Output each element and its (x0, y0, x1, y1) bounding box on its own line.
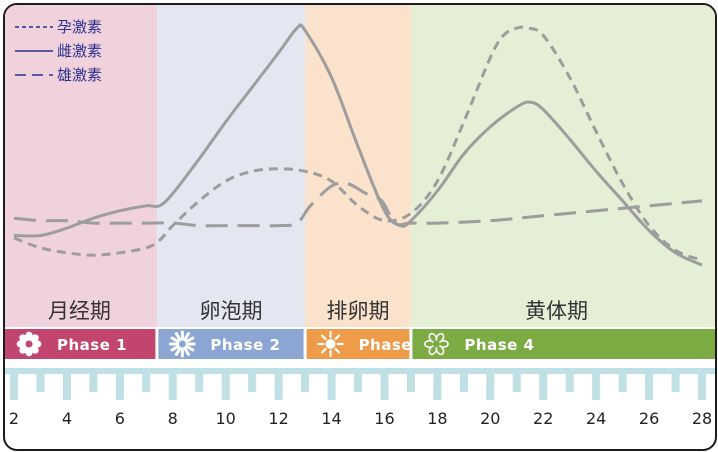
ruler-tick (62, 374, 71, 400)
hormone-curves (13, 23, 703, 267)
x-tick-label: 2 (9, 409, 19, 428)
ruler-tick (539, 374, 548, 400)
ruler-tick (354, 374, 362, 392)
ruler-tick (618, 374, 627, 392)
ruler-tick (248, 374, 257, 392)
ruler-tick (89, 374, 98, 392)
phase-label-1: Phase 1 (57, 336, 127, 354)
ruler-bar (5, 368, 715, 374)
x-tick-label: 22 (533, 409, 553, 428)
x-tick-label: 20 (480, 409, 500, 428)
series-line-2 (13, 23, 703, 267)
ruler-tick (698, 374, 706, 400)
ruler-tick (301, 374, 310, 392)
phase-backgrounds (5, 5, 715, 328)
chart-frame: 孕激素 雌激素 雄激素 月经期 卵泡期 排卵期 黄体期 Phase 1 Phase 2 Pha… (3, 3, 717, 451)
ruler-tick (142, 374, 151, 392)
phase-name-3: 排卵期 (327, 299, 390, 323)
leaf-flower-icon (424, 332, 449, 356)
legend-label-1: 孕激素 (57, 18, 102, 36)
phase-name-2: 卵泡期 (199, 299, 262, 323)
x-tick-label: 28 (692, 409, 712, 428)
legend-label-2: 雌激素 (57, 42, 102, 60)
series-line-1 (13, 25, 703, 262)
x-tick-label: 8 (168, 409, 178, 428)
sun-icon (317, 330, 344, 358)
ruler-tick (10, 374, 18, 400)
flower-icon (16, 331, 42, 357)
series-line-3 (13, 181, 703, 228)
x-tick-label: 24 (586, 409, 606, 428)
ruler-tick (36, 374, 45, 392)
phase-background-1 (5, 5, 157, 328)
phase-label-2: Phase 2 (210, 336, 280, 354)
x-tick-label: 26 (639, 409, 659, 428)
ruler-tick (671, 374, 680, 392)
x-tick-label: 14 (321, 409, 341, 428)
x-tick-label: 6 (115, 409, 125, 428)
x-tick-labels: 2 4 6 8 10 12 14 16 18 20 22 24 26 28 (9, 409, 712, 428)
phase-bar: Phase 1 Phase 2 Phase 3 Phase 4 (5, 327, 715, 361)
x-tick-label: 16 (374, 409, 394, 428)
ruler-tick (274, 374, 283, 400)
ruler-tick (380, 374, 389, 400)
phase-label-3: Phase 3 (359, 336, 429, 354)
ruler-tick (168, 374, 177, 400)
ruler-tick (645, 374, 654, 400)
snowflake-flower-icon (168, 330, 196, 358)
phase-name-1: 月经期 (48, 299, 111, 323)
ruler-tick (195, 374, 204, 392)
legend-label-3: 雄激素 (57, 66, 102, 84)
ruler-tick (221, 374, 230, 400)
phase-label-4: Phase 4 (464, 336, 534, 354)
phase-background-2 (156, 5, 306, 328)
ruler-tick (433, 374, 442, 400)
x-tick-label: 4 (62, 409, 72, 428)
phase-bar-segment-4 (412, 329, 715, 359)
ruler-tick (565, 374, 574, 392)
ruler-tick (459, 374, 468, 392)
ruler-tick (486, 374, 495, 400)
phase-names: 月经期 卵泡期 排卵期 黄体期 (48, 299, 588, 323)
day-ruler (5, 368, 715, 400)
ruler-tick (512, 374, 521, 392)
ruler-tick (406, 374, 415, 392)
ruler-tick (327, 374, 336, 400)
x-tick-label: 18 (427, 409, 447, 428)
phase-background-4 (410, 5, 715, 328)
ruler-tick (115, 374, 124, 400)
phase-name-4: 黄体期 (525, 299, 588, 323)
ruler-tick (592, 374, 601, 400)
x-tick-label: 10 (216, 409, 236, 428)
x-tick-label: 12 (268, 409, 288, 428)
